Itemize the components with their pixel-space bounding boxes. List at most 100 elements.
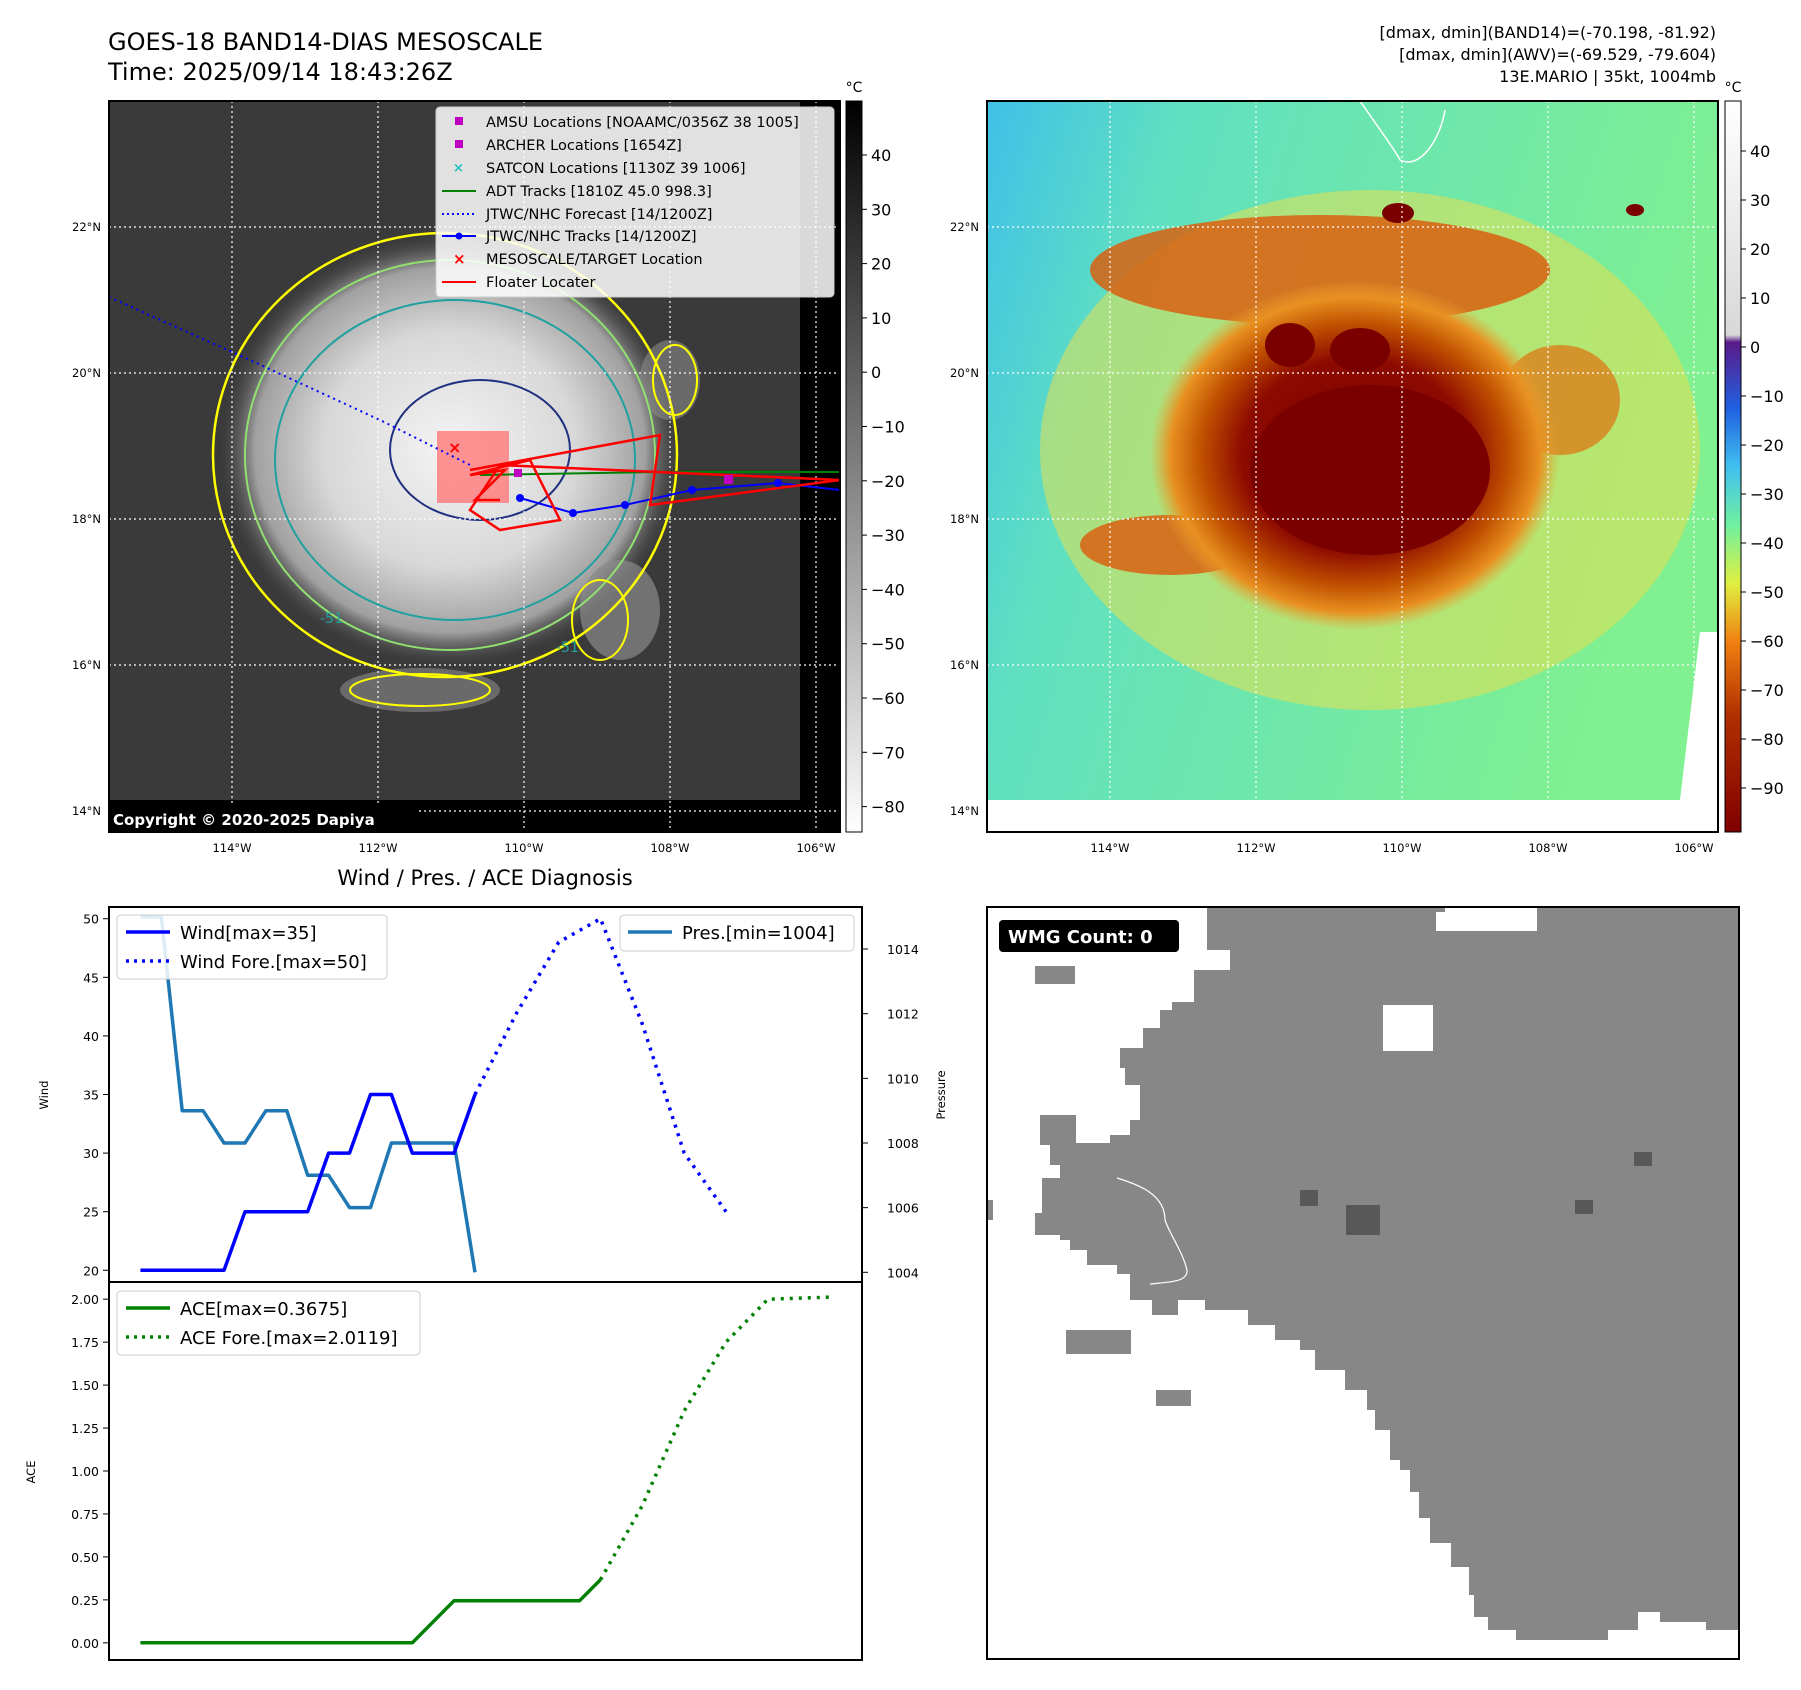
wind-legend: Wind[max=35] Wind Fore.[max=50]	[116, 914, 388, 980]
wmg-frame	[986, 906, 1740, 1660]
archer-location	[514, 469, 522, 477]
wmg-cold-cell	[1346, 1205, 1380, 1235]
wv-bottom-gap	[987, 800, 1718, 832]
wv-colorbar-unit: °C	[1725, 80, 1742, 96]
lon-label: 106°W	[1674, 841, 1713, 855]
legend-floater: Floater Locater	[486, 275, 595, 291]
lat-label: 16°N	[72, 658, 101, 672]
contour-yellow	[652, 344, 698, 416]
lat-label: 20°N	[72, 366, 101, 380]
wind-tick-label: 50	[83, 912, 99, 927]
pressure-tick-label: 1012	[887, 1007, 919, 1022]
colorbar-tick-label: −10	[1750, 387, 1784, 406]
ace-tick-label: 0.50	[71, 1550, 99, 1565]
figure-title: GOES-18 BAND14-DIAS MESOSCALE	[108, 28, 543, 56]
map-legend: AMSU Locations [NOAAMC/0356Z 38 1005] AR…	[435, 106, 835, 298]
colorbar-tick-label: −30	[871, 526, 905, 545]
jtwc-track-point	[516, 494, 524, 502]
ace-line	[140, 1578, 602, 1645]
colorbar-tick-label: 30	[871, 200, 891, 219]
wv-cold-cell	[1626, 204, 1644, 216]
pressure-tick-label: 1006	[887, 1201, 919, 1216]
wmg-clear-hole	[1383, 1005, 1433, 1051]
wmg-cold-cell	[1300, 1190, 1318, 1206]
ace-tick-label: 2.00	[71, 1292, 99, 1307]
wmg-cold-cell	[1634, 1152, 1652, 1166]
wmg-cloud-fragment	[987, 1200, 993, 1220]
wmg-cold-cell	[1575, 1200, 1593, 1214]
lat-label: 20°N	[950, 366, 979, 380]
colorbar-tick-label: 10	[1750, 289, 1770, 308]
amsu-location	[724, 475, 733, 484]
coastline	[1359, 101, 1446, 163]
copyright-text: Copyright © 2020-2025 Dapiya	[113, 811, 375, 829]
colorbar-tick-label: 20	[1750, 240, 1770, 259]
colorbar-tick-label: −70	[1750, 681, 1784, 700]
wmg-cloud-mask	[1042, 907, 1739, 1640]
legend-pres: Pres.[min=1004]	[682, 923, 835, 944]
wv-map-frame	[986, 100, 1719, 833]
wv-cold-top	[1250, 385, 1490, 555]
ir-map-panel: -51 -51	[72, 80, 905, 855]
colorbar-tick-label: −70	[871, 743, 905, 762]
wind-tick-label: 20	[83, 1263, 99, 1278]
lon-label: 108°W	[1528, 841, 1567, 855]
legend-wind-fore: Wind Fore.[max=50]	[180, 952, 367, 973]
lon-label: 114°W	[1090, 841, 1129, 855]
colorbar-tick-label: −40	[1750, 534, 1784, 553]
ace-tick-label: 0.25	[71, 1593, 99, 1608]
jtwc-track-point	[774, 479, 782, 487]
ace-legend: ACE[max=0.3675] ACE Fore.[max=2.0119]	[116, 1290, 421, 1356]
colorbar-tick-label: −40	[871, 580, 905, 599]
contour-teal	[274, 299, 636, 621]
wv-cold-cell	[1265, 323, 1315, 367]
wmg-count-text: WMG Count: 0	[1008, 927, 1153, 948]
colorbar-tick-label: −50	[871, 635, 905, 654]
pressure-tick-label: 1010	[887, 1071, 919, 1086]
wv-map-panel: 22°N 20°N 18°N 16°N 14°N 114°W 112°W 110…	[950, 80, 1784, 855]
wind-tick-label: 40	[83, 1029, 99, 1044]
colorbar-tick-label: 10	[871, 309, 891, 328]
wind-tick-label: 35	[83, 1088, 99, 1103]
wmg-coastline	[1116, 1177, 1188, 1285]
ace-tick-label: 1.75	[71, 1335, 99, 1350]
pressure-tick-label: 1008	[887, 1136, 919, 1151]
lat-label: 18°N	[950, 512, 979, 526]
colorbar-tick-label: 20	[871, 255, 891, 274]
ir-colorbar-unit: °C	[846, 80, 863, 96]
target-location-marker: ×	[448, 438, 461, 457]
wind-forecast-line	[473, 916, 728, 1213]
wmg-cloud-fragment	[1040, 1115, 1076, 1145]
legend-forecast: JTWC/NHC Forecast [14/1200Z]	[485, 207, 712, 223]
legend-tracks: JTWC/NHC Tracks [14/1200Z]	[485, 229, 697, 245]
wind-tick-label: 25	[83, 1205, 99, 1220]
wmg-cloud-fragment	[1156, 1390, 1191, 1406]
wmg-count-badge	[999, 920, 1179, 952]
ir-rainband	[340, 668, 500, 712]
jtwc-track	[519, 481, 840, 515]
lat-label: 22°N	[950, 220, 979, 234]
colorbar-tick-label: −50	[1750, 583, 1784, 602]
wv-colorbar	[1724, 100, 1742, 833]
colorbar-tick-label: −90	[1750, 779, 1784, 798]
legend-marker-satcon: ×	[453, 161, 464, 176]
legend-marker-target: ×	[453, 250, 466, 268]
contour-yellow	[571, 579, 629, 661]
colorbar-tick-label: 30	[1750, 191, 1770, 210]
colorbar-tick-label: −20	[871, 472, 905, 491]
legend-satcon: SATCON Locations [1130Z 39 1006]	[486, 161, 745, 177]
jtwc-track-point	[569, 509, 577, 517]
wv-cold-cell	[1330, 328, 1390, 372]
jtwc-track-point	[621, 501, 629, 509]
lon-label: 114°W	[212, 841, 251, 855]
legend-target: MESOSCALE/TARGET Location	[486, 252, 703, 268]
legend-ace: ACE[max=0.3675]	[180, 1299, 347, 1320]
wind-tick-label: 45	[83, 970, 99, 985]
pressure-axis-label: Pressure	[934, 1070, 948, 1119]
wmg-cloud-fragment	[1035, 966, 1075, 984]
stats-band14: [dmax, dmin](BAND14)=(-70.198, -81.92)	[1380, 23, 1716, 42]
colorbar-tick-label: −20	[1750, 436, 1784, 455]
wmg-cloud-fragment	[1035, 1213, 1075, 1235]
legend-wind: Wind[max=35]	[180, 923, 317, 944]
